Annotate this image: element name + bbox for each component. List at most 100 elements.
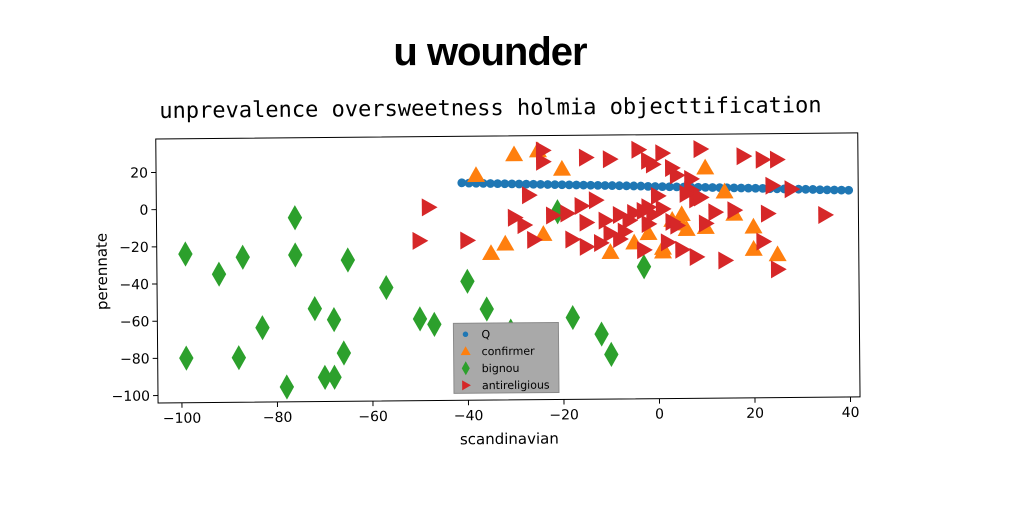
data-point (744, 217, 763, 234)
data-point (600, 181, 610, 190)
data-point (727, 201, 744, 220)
y-tick-label: −100 (111, 389, 150, 405)
data-point (593, 180, 603, 190)
data-point (598, 211, 615, 230)
y-tick-label: 20 (130, 166, 148, 182)
data-point (602, 150, 619, 169)
data-point (535, 152, 552, 171)
data-point (557, 180, 567, 190)
data-point (672, 205, 691, 222)
data-point (179, 345, 194, 371)
data-point (655, 200, 672, 219)
data-point (657, 182, 667, 192)
x-tick-label: −40 (454, 408, 484, 424)
data-point (708, 203, 725, 222)
x-tick-label: −20 (549, 407, 579, 423)
data-point (534, 225, 553, 241)
x-tick-label: 20 (746, 406, 764, 422)
data-point (844, 185, 854, 195)
data-point (612, 205, 629, 224)
data-point (505, 145, 524, 162)
legend-marker (462, 331, 469, 338)
data-point (837, 185, 846, 195)
data-point (677, 220, 696, 237)
y-tick-label: 0 (139, 203, 148, 219)
data-point (279, 374, 295, 400)
y-axis: 20 0 −20 −40 −60 −80 −100 (111, 166, 158, 405)
data-point (613, 230, 629, 249)
data-point (178, 241, 193, 267)
data-point (604, 341, 619, 368)
data-point (586, 180, 596, 190)
data-point (679, 184, 696, 203)
data-point (553, 159, 572, 176)
data-point (514, 179, 524, 189)
data-point (670, 216, 687, 235)
data-point (486, 179, 495, 188)
data-point (689, 248, 706, 267)
data-point (412, 231, 429, 250)
legend-label: antireligious (482, 379, 550, 393)
data-point (654, 242, 673, 259)
data-point (768, 245, 787, 262)
x-tick-label: 0 (655, 407, 664, 423)
x-axis: −100 −80 −60 −40 −20 0 20 40 (163, 396, 860, 427)
data-point (493, 179, 503, 189)
data-point (829, 185, 839, 195)
data-point (607, 181, 617, 190)
scatter-chart: unprevalence oversweetness holmia object… (58, 86, 941, 474)
data-point (545, 206, 562, 225)
meme-caption: u wounder (393, 30, 587, 74)
data-point (340, 247, 356, 273)
data-point (650, 187, 667, 206)
data-point (629, 181, 639, 191)
legend-label: bignou (482, 362, 520, 375)
data-point (578, 148, 595, 167)
data-point (336, 340, 352, 366)
data-point (412, 306, 428, 332)
legend-marker (462, 380, 471, 391)
data-point (815, 185, 825, 195)
series-antireligious (412, 140, 835, 279)
data-point (235, 244, 250, 270)
data-point (672, 182, 682, 192)
data-point (211, 261, 227, 287)
data-point (231, 345, 247, 371)
data-point (708, 183, 717, 192)
data-point (482, 244, 501, 261)
data-point (664, 159, 681, 178)
data-point (770, 260, 787, 279)
data-point (665, 182, 674, 192)
y-tick-label: −40 (119, 277, 149, 293)
data-point (636, 254, 652, 280)
data-point (718, 251, 735, 270)
data-point (808, 185, 818, 194)
data-point (479, 296, 494, 322)
data-point (379, 274, 394, 301)
data-point (579, 213, 596, 232)
data-point (641, 215, 658, 234)
data-point (529, 179, 538, 189)
data-point (565, 304, 580, 331)
data-point (637, 241, 653, 260)
data-point (698, 214, 715, 233)
legend-label: confirmer (482, 345, 536, 358)
data-point (536, 179, 545, 189)
x-tick-label: −80 (263, 410, 293, 426)
data-point (675, 240, 692, 259)
data-point (550, 180, 560, 189)
data-point (521, 179, 531, 189)
data-point (594, 321, 609, 347)
data-point (603, 224, 620, 243)
data-point (560, 204, 577, 223)
x-axis-label: scandinavian (460, 429, 559, 448)
data-point (758, 183, 768, 193)
data-point (572, 180, 581, 190)
x-tick-label: −60 (358, 409, 388, 425)
chart-title: unprevalence oversweetness holmia object… (159, 93, 821, 124)
data-point (715, 182, 734, 199)
data-point (564, 180, 574, 190)
data-point (615, 181, 624, 191)
data-point (729, 183, 739, 193)
data-point (287, 205, 303, 231)
